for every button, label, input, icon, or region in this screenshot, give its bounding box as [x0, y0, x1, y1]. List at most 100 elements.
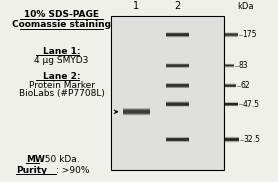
Bar	[123, 111, 150, 112]
Bar	[225, 140, 239, 141]
Bar	[225, 85, 236, 86]
Bar	[166, 137, 190, 138]
Bar	[123, 111, 150, 112]
Bar	[166, 101, 190, 102]
Bar	[166, 32, 190, 33]
Bar	[166, 86, 190, 87]
Bar	[166, 141, 190, 142]
Bar	[225, 65, 234, 66]
Bar	[123, 109, 150, 110]
Bar	[225, 141, 239, 142]
Bar	[166, 87, 190, 88]
Bar	[123, 110, 150, 111]
Bar	[225, 136, 239, 137]
Text: Purity: Purity	[16, 166, 47, 175]
Bar	[225, 84, 236, 85]
Bar	[166, 33, 190, 34]
Bar	[166, 106, 190, 107]
Bar	[225, 105, 238, 106]
Bar	[166, 84, 190, 85]
Bar	[112, 17, 223, 169]
Bar	[166, 86, 190, 87]
Bar	[166, 34, 190, 35]
Bar	[166, 64, 190, 65]
Text: 62: 62	[241, 81, 250, 90]
Bar	[123, 114, 150, 115]
Bar	[166, 85, 190, 86]
Text: 175: 175	[243, 30, 257, 39]
Bar	[166, 83, 190, 84]
Bar	[225, 64, 234, 65]
Text: : 50 kDa.: : 50 kDa.	[39, 155, 80, 164]
Bar	[166, 85, 190, 86]
Bar	[225, 32, 238, 33]
Bar	[123, 113, 150, 114]
Text: Lane 1:: Lane 1:	[43, 48, 80, 56]
Bar	[225, 137, 239, 138]
Bar	[166, 139, 190, 140]
Text: 83: 83	[239, 61, 248, 70]
Text: Protein Marker: Protein Marker	[29, 81, 95, 90]
Bar	[166, 65, 190, 66]
Bar	[225, 139, 239, 140]
Bar	[166, 138, 190, 139]
Bar	[166, 141, 190, 142]
Bar	[166, 86, 190, 87]
Bar	[166, 105, 190, 106]
Bar	[123, 108, 150, 109]
Bar	[225, 142, 239, 143]
Bar	[225, 86, 236, 87]
Text: Coomassie staining: Coomassie staining	[12, 20, 111, 29]
Text: Lane 2:: Lane 2:	[43, 72, 80, 81]
Bar	[225, 104, 238, 105]
Bar	[123, 110, 150, 111]
Bar	[225, 105, 238, 106]
Bar	[123, 112, 150, 113]
Bar	[225, 32, 238, 33]
Bar	[225, 102, 238, 103]
Bar	[225, 64, 234, 65]
Bar	[225, 103, 238, 104]
Bar	[225, 85, 236, 86]
Bar	[123, 113, 150, 114]
Bar	[166, 67, 190, 68]
Bar	[166, 84, 190, 85]
Text: 4 μg SMYD3: 4 μg SMYD3	[34, 56, 89, 65]
Bar	[166, 32, 190, 33]
Bar	[166, 85, 190, 86]
Bar	[225, 141, 239, 142]
Bar	[166, 64, 190, 65]
Bar	[225, 67, 234, 68]
Bar	[166, 35, 190, 36]
Bar	[166, 103, 190, 104]
Bar	[166, 66, 190, 67]
Bar	[166, 65, 190, 66]
Bar	[166, 36, 190, 37]
Bar	[225, 138, 239, 139]
Bar	[225, 83, 236, 84]
Bar	[225, 83, 236, 84]
Bar	[225, 137, 239, 138]
Bar	[225, 67, 234, 68]
Bar	[225, 35, 238, 36]
Text: MW: MW	[26, 155, 45, 164]
Bar	[166, 140, 190, 141]
Bar	[166, 63, 190, 64]
Bar	[225, 84, 236, 85]
Bar	[166, 87, 190, 88]
Text: 47.5: 47.5	[243, 100, 260, 109]
Bar	[225, 34, 238, 35]
Text: kDa: kDa	[237, 2, 254, 11]
Bar	[123, 112, 150, 113]
Bar	[166, 66, 190, 67]
Bar	[166, 104, 190, 105]
Text: : >90%: : >90%	[56, 166, 89, 175]
Bar	[166, 67, 190, 68]
Bar	[166, 106, 190, 107]
Bar	[225, 65, 234, 66]
Bar	[225, 63, 234, 64]
Bar	[166, 35, 190, 36]
Bar	[166, 137, 190, 138]
Bar	[111, 16, 224, 170]
Bar	[123, 112, 150, 113]
